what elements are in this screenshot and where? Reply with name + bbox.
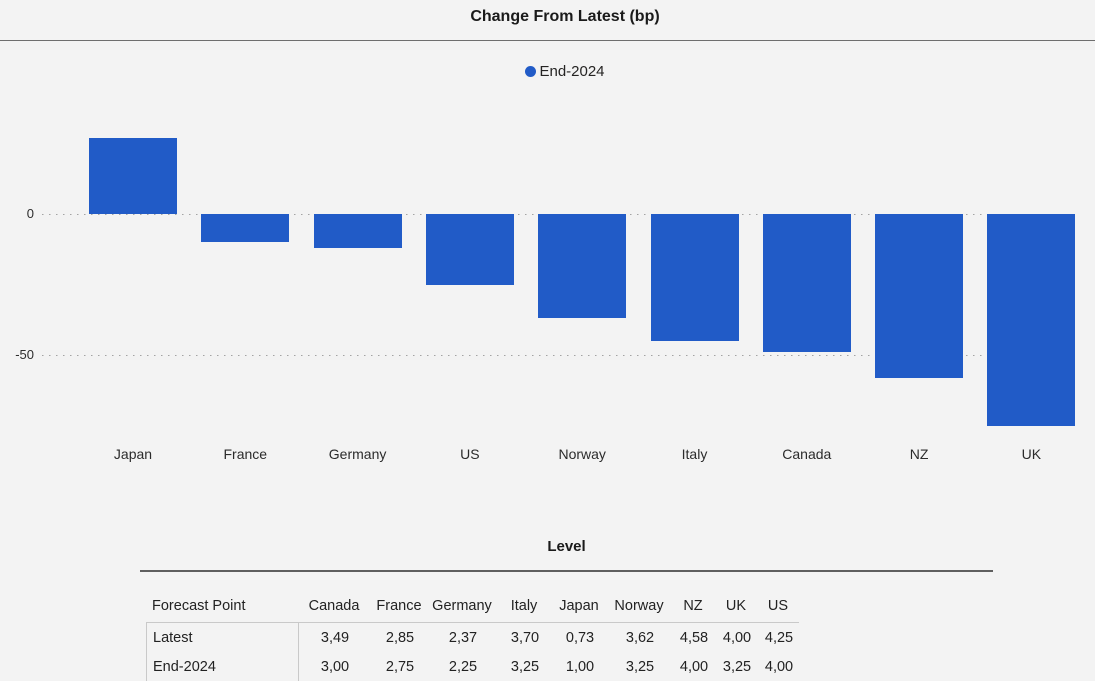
value-cell: 0,73	[565, 629, 595, 646]
table-row-end-2024[interactable]: End-2024 3,00 2,75 2,25 3,25 1,00 3,25 4,00 3,25…	[147, 652, 799, 681]
x-axis-label-germany: Germany	[328, 446, 387, 462]
value-cell: 4,00	[679, 658, 709, 675]
column-header-canada: Canada	[308, 597, 360, 614]
x-axis-label-canada: Canada	[782, 446, 832, 462]
bar-italy[interactable]	[650, 214, 739, 341]
bar-us[interactable]	[425, 214, 514, 285]
row-label-cell: End-2024	[147, 652, 299, 681]
column-header-us: US	[767, 597, 789, 614]
value-cell: 2,25	[448, 658, 478, 675]
y-axis-tick-label: 0	[26, 206, 34, 221]
bar-germany[interactable]	[313, 214, 402, 248]
title-divider	[0, 40, 1095, 41]
value-cell: 2,75	[385, 658, 415, 675]
column-header-nz: NZ	[683, 597, 703, 614]
value-cell: 4,25	[764, 629, 794, 646]
value-cell: 4,00	[722, 629, 752, 646]
bar-norway[interactable]	[538, 214, 627, 319]
table-body-grid: Latest 3,49 2,85 2,37 3,70 0,73 3,62 4,58 4,00 4,…	[146, 622, 799, 681]
column-header-norway: Norway	[614, 597, 664, 614]
column-header-japan: Japan	[559, 597, 599, 614]
table-title: Level	[547, 538, 586, 555]
value-cell: 2,37	[448, 629, 478, 646]
table-header-row: Forecast Point Canada France Germany Italy Ja…	[146, 589, 798, 622]
value-cell: 3,00	[320, 658, 350, 675]
value-cell: 4,00	[764, 658, 794, 675]
chart-legend: End-2024	[35, 63, 1095, 80]
table-title-divider	[140, 570, 993, 572]
y-axis-tick-label: -50	[15, 347, 34, 362]
column-header-uk: UK	[725, 597, 747, 614]
bar-uk[interactable]	[987, 214, 1076, 426]
gridline--50	[42, 355, 1077, 356]
value-cell: 3,25	[510, 658, 540, 675]
column-header-france: France	[376, 597, 422, 614]
x-axis-label-nz: NZ	[909, 446, 929, 462]
bar-france[interactable]	[201, 214, 290, 243]
table-row-latest[interactable]: Latest 3,49 2,85 2,37 3,70 0,73 3,62 4,58 4,00 4,…	[147, 623, 799, 652]
value-cell: 3,25	[722, 658, 752, 675]
value-cell: 3,25	[625, 658, 655, 675]
legend-item-end-2024[interactable]: End-2024	[525, 63, 605, 80]
legend-label: End-2024	[539, 63, 605, 80]
value-cell: 3,70	[510, 629, 540, 646]
row-label-cell: Latest	[147, 623, 299, 652]
bar-nz[interactable]	[875, 214, 964, 378]
value-cell: 4,58	[679, 629, 709, 646]
x-axis-label-japan: Japan	[113, 446, 153, 462]
column-header-italy: Italy	[510, 597, 538, 614]
x-axis-label-us: US	[460, 446, 480, 462]
chart-title: Change From Latest (bp)	[470, 8, 660, 25]
x-axis-label-france: France	[223, 446, 268, 462]
x-axis-label-italy: Italy	[681, 446, 708, 462]
x-axis-label-norway: Norway	[558, 446, 606, 462]
value-cell: 1,00	[565, 658, 595, 675]
legend-swatch-circle-icon	[525, 66, 537, 77]
column-header-germany: Germany	[432, 597, 492, 614]
bar-canada[interactable]	[762, 214, 851, 353]
x-axis-label-uk: UK	[1021, 446, 1042, 462]
bar-japan[interactable]	[89, 137, 177, 214]
plot-area: 0 -50 Japan France Germany US Norway Italy Canad…	[15, 137, 1077, 462]
value-cell: 3,62	[625, 629, 655, 646]
column-header-forecast-point: Forecast Point	[152, 597, 246, 614]
value-cell: 3,49	[320, 629, 350, 646]
value-cell: 2,85	[385, 629, 415, 646]
